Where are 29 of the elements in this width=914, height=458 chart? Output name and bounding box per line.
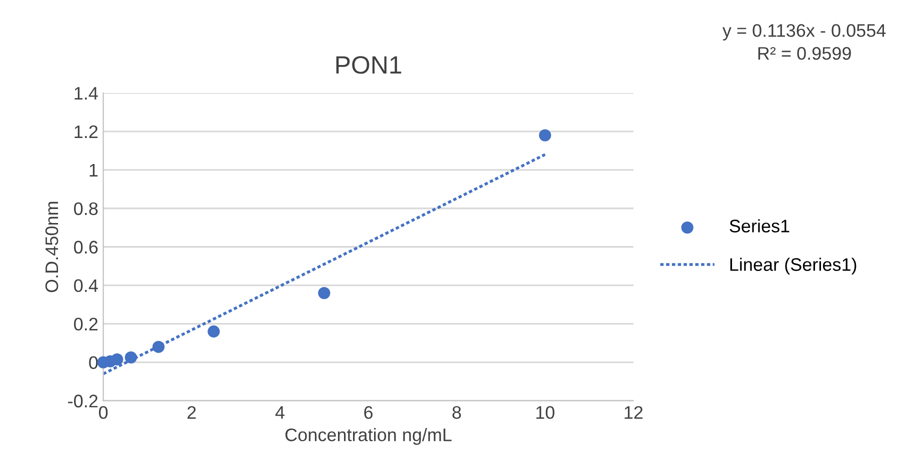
y-axis-title: O.D.450nm [45,202,58,292]
y-tick-label: 0.2 [74,318,98,331]
x-axis-title: Concentration ng/mL [285,428,452,445]
point [208,325,220,338]
text: y = 0.1136x - 0.0554 [722,24,886,40]
point [111,353,124,366]
y-tick-label: 0.4 [74,279,98,292]
x-tick-label: 4 [275,406,284,419]
legend-label: Series1 [730,219,790,232]
point [152,340,165,353]
x-tick-label: 0 [98,406,108,419]
y-tick-label: -0.2 [68,394,98,408]
x-tick-label: 12 [624,406,643,419]
y-tick-label: 1.2 [74,125,98,138]
y-tick-label: 1 [90,164,98,176]
x-tick-label: 8 [452,406,461,419]
y-tick-label: 0 [89,356,98,369]
y-tick-label: 0.8 [74,202,98,216]
x-tick-label: 2 [188,406,196,419]
point [318,286,330,300]
y-tick-label: 1.4 [74,87,98,100]
text: R² = 0.9599 [758,47,851,60]
point [124,351,137,364]
chart-title: PON1 [336,56,402,74]
x-tick-label: 6 [364,406,373,419]
y-tick-label: 0.6 [74,240,98,254]
x-tick-label: 10 [536,406,554,419]
point [538,129,552,142]
legend-label: Linear (Series1) [730,258,856,275]
